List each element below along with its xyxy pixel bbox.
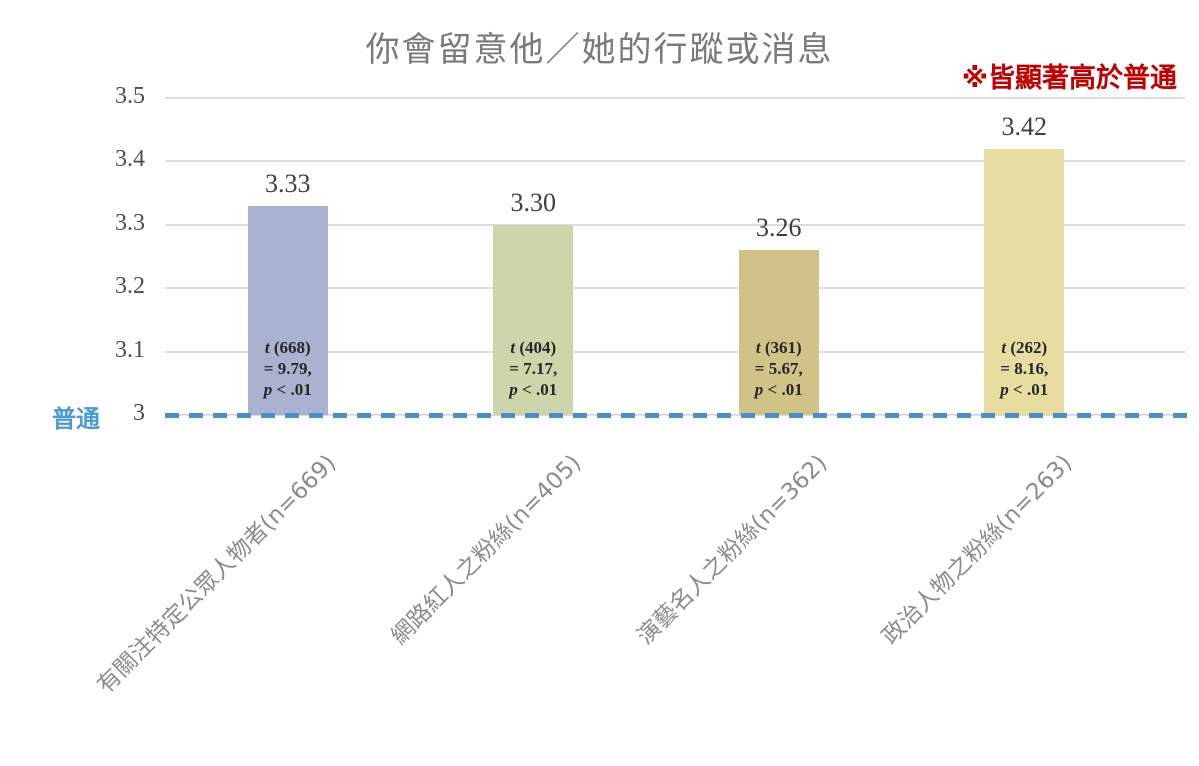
gridline <box>165 97 1185 99</box>
bar-stat-label: t (361) = 5.67, p < .01 <box>754 338 803 399</box>
bar-4 <box>984 148 1065 415</box>
baseline-dashed-line <box>165 413 1191 418</box>
gridline <box>165 160 1185 163</box>
bar-stat-label: t (262) = 8.16, p < .01 <box>1000 338 1049 399</box>
chart-title: 你會留意他／她的行蹤或消息 <box>365 30 834 70</box>
gridline <box>165 350 1185 353</box>
y-axis-tick-label: 3.1 <box>115 336 145 363</box>
bar-1 <box>247 205 328 415</box>
gridline <box>165 223 1185 226</box>
y-axis-tick-label: 3.2 <box>115 273 145 300</box>
gridline <box>165 287 1185 290</box>
bar-stat-label: t (404) = 7.17, p < .01 <box>509 338 558 399</box>
y-axis-tick-label: 3.5 <box>115 83 145 109</box>
y-axis-tick-label: 3.4 <box>115 146 145 173</box>
bar-value-label: 3.42 <box>1001 111 1048 141</box>
significance-note: ※皆顯著高於普通 <box>961 63 1177 94</box>
bar-3 <box>738 250 819 415</box>
baseline-label: 普通 <box>52 405 100 433</box>
y-axis-tick-label: 3.3 <box>115 209 145 236</box>
bar-value-label: 3.33 <box>265 168 311 198</box>
bar-value-label: 3.26 <box>756 213 802 243</box>
bar-stat-label: t (668) = 9.79, p < .01 <box>263 338 312 399</box>
bar-value-label: 3.30 <box>510 187 557 217</box>
bar-2 <box>493 224 574 415</box>
y-axis-tick-label: 3 <box>133 400 145 426</box>
